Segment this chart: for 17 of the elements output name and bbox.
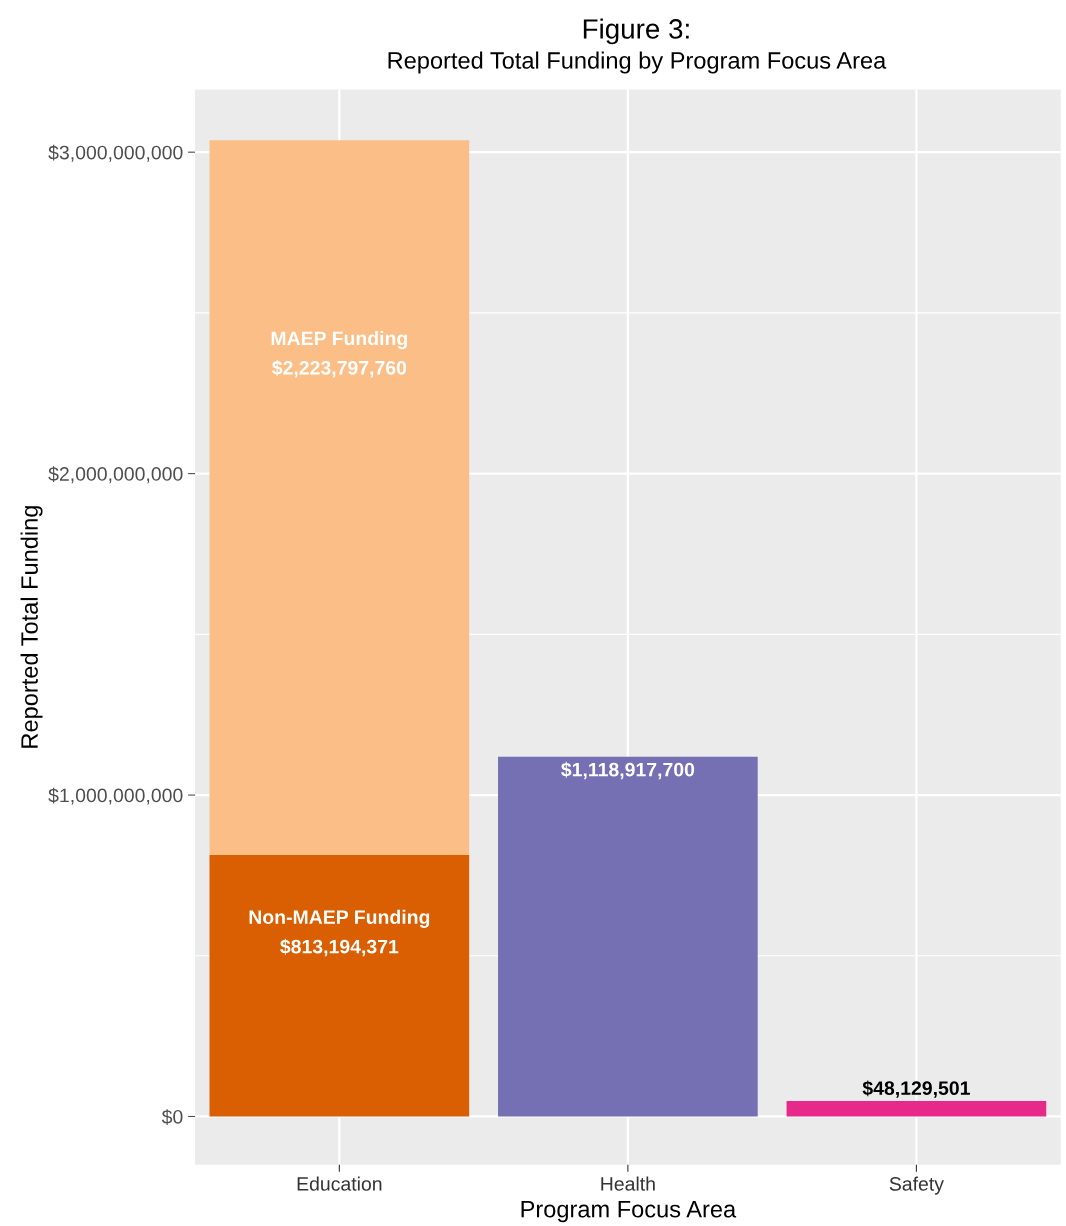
chart-subtitle: Reported Total Funding by Program Focus Area: [388, 51, 887, 74]
y-tick-label: $1,000,000,000: [48, 787, 183, 805]
chart-title: Figure 3:: [583, 18, 689, 45]
y-tick-label: $3,000,000,000: [48, 144, 183, 162]
x-tick-label: Education: [297, 1176, 382, 1191]
data-label: $48,129,501: [862, 1080, 970, 1098]
x-axis-title: Program Focus Area: [521, 1201, 737, 1223]
y-tick-label: $0: [161, 1109, 183, 1125]
y-tick-label: $2,000,000,000: [48, 466, 183, 484]
data-label: $813,194,371: [280, 938, 399, 957]
x-tick-label: Health: [601, 1176, 655, 1191]
data-label: $2,223,797,760: [272, 360, 407, 378]
data-label: $1,118,917,700: [561, 761, 695, 780]
series-label: MAEP Funding: [271, 330, 407, 350]
x-tick-label: Safety: [889, 1176, 944, 1195]
y-axis-title: Reported Total Funding: [20, 506, 43, 748]
series-label: Non-MAEP Funding: [249, 909, 430, 928]
